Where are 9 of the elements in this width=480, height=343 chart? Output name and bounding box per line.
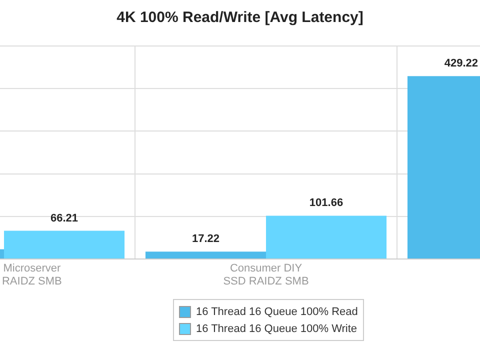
x-tick-label: Consumer DIY SSD RAIDZ SMB (223, 262, 309, 288)
x-tick-label: Microserver RAIDZ SMB (2, 262, 62, 288)
chart-title: 4K 100% Read/Write [Avg Latency] (116, 9, 364, 26)
legend-label: 16 Thread 16 Queue 100% Write (196, 322, 358, 334)
legend-label: 16 Thread 16 Queue 100% Read (196, 306, 358, 318)
data-label: 66.21 (50, 212, 78, 224)
data-label: 429.22 (444, 58, 478, 70)
data-label: 101.66 (309, 197, 344, 210)
data-label: 17.22 (192, 233, 220, 246)
